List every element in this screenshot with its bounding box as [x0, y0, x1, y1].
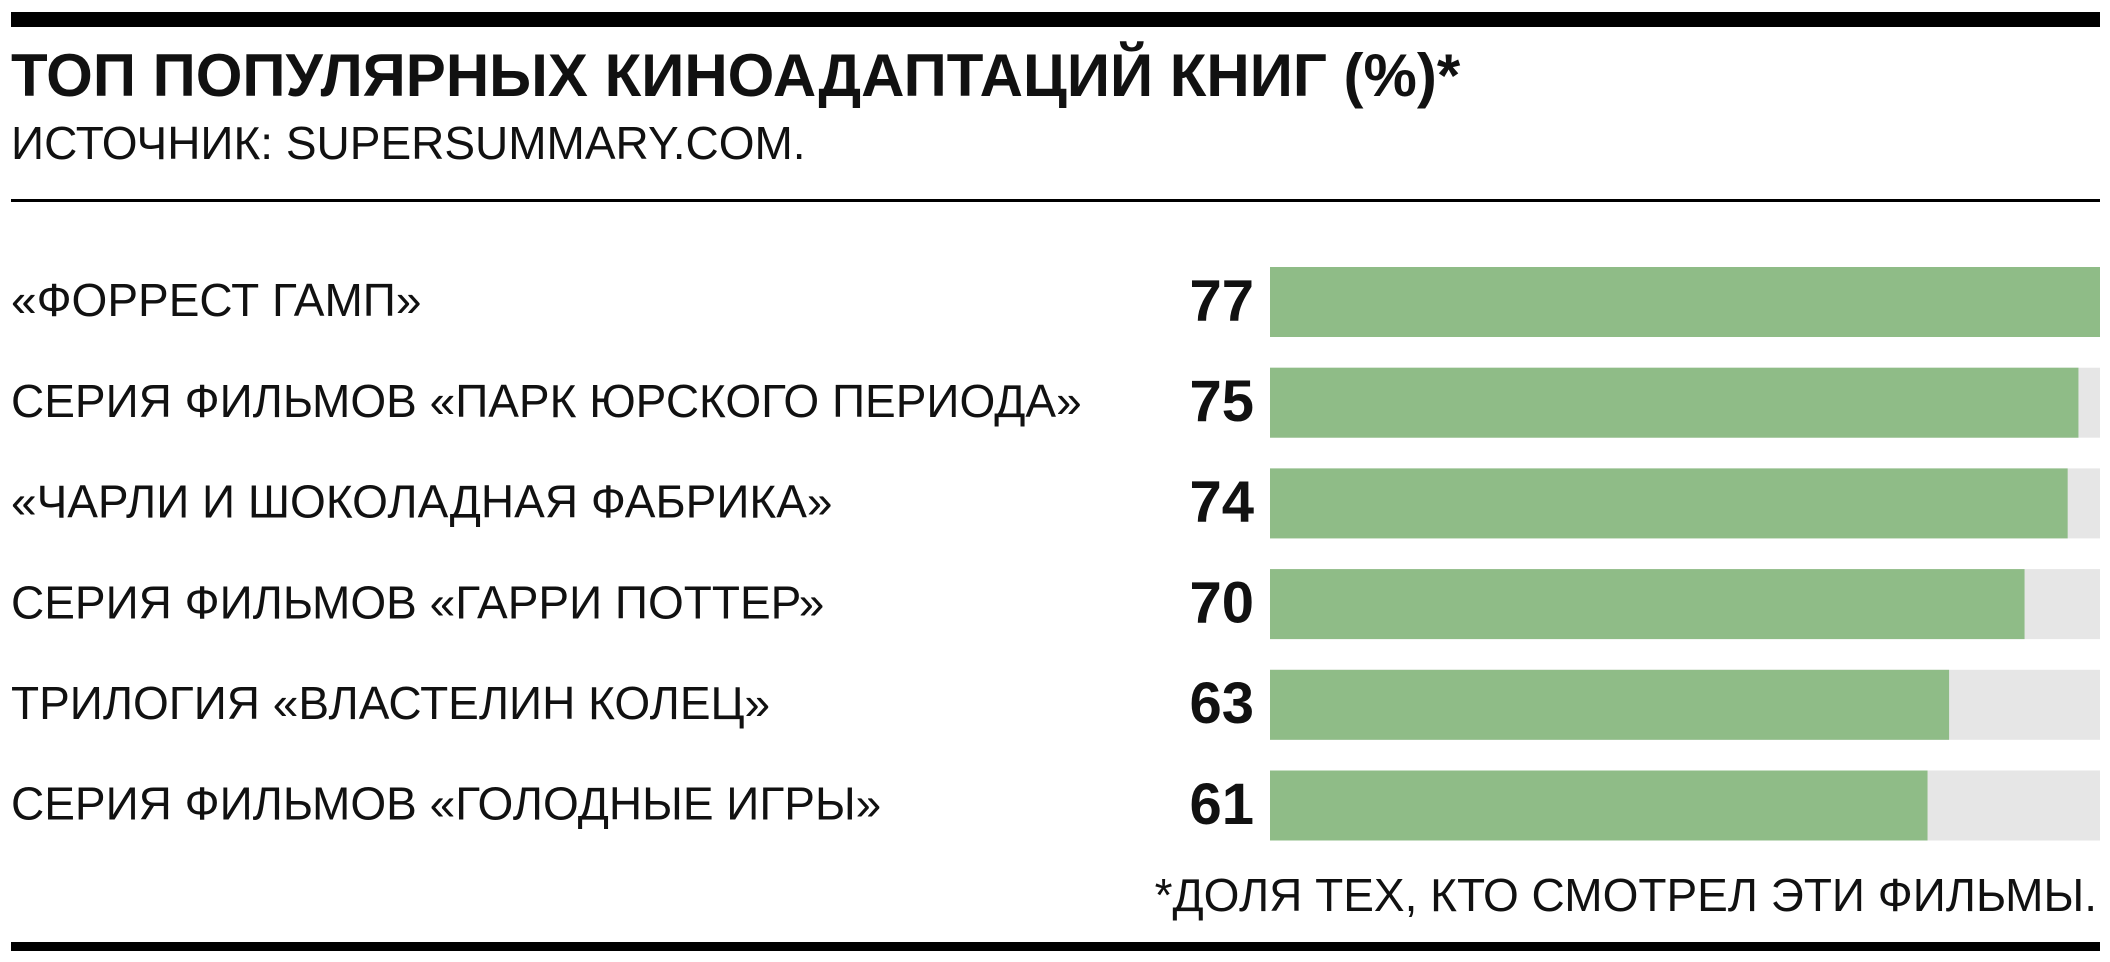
chart-title: ТОП ПОПУЛЯРНЫХ КИНОАДАПТАЦИЙ КНИГ (%)*: [11, 42, 1461, 109]
category-label: СЕРИЯ ФИЛЬМОВ «ГАРРИ ПОТТЕР»: [11, 576, 824, 628]
bar: [1270, 468, 2068, 539]
bar: [1270, 267, 2100, 337]
bar: [1270, 669, 1950, 740]
category-label: СЕРИЯ ФИЛЬМОВ «ГОЛОДНЫЕ ИГРЫ»: [11, 778, 881, 830]
bar: [1270, 569, 2025, 640]
value-label: 63: [1189, 671, 1254, 736]
value-label: 74: [1189, 470, 1254, 535]
category-label: ТРИЛОГИЯ «ВЛАСТЕЛИН КОЛЕЦ»: [11, 677, 770, 729]
bar: [1270, 367, 2079, 438]
top-rule: [11, 12, 2100, 27]
value-label: 70: [1189, 570, 1254, 635]
bottom-rule: [11, 942, 2100, 951]
bar: [1270, 770, 1928, 841]
value-label: 77: [1189, 268, 1254, 333]
footnote: *ДОЛЯ ТЕХ, КТО СМОТРЕЛ ЭТИ ФИЛЬМЫ.: [1155, 869, 2097, 921]
header-rule: [11, 199, 2100, 202]
chart-subtitle: ИСТОЧНИК: SUPERSUMMARY.COM.: [11, 117, 806, 169]
value-label: 75: [1189, 369, 1254, 434]
value-label: 61: [1189, 772, 1254, 837]
category-label: «ФОРРЕСТ ГАМП»: [11, 274, 421, 326]
category-label: СЕРИЯ ФИЛЬМОВ «ПАРК ЮРСКОГО ПЕРИОДА»: [11, 375, 1082, 427]
category-label: «ЧАРЛИ И ШОКОЛАДНАЯ ФАБРИКА»: [11, 476, 832, 528]
